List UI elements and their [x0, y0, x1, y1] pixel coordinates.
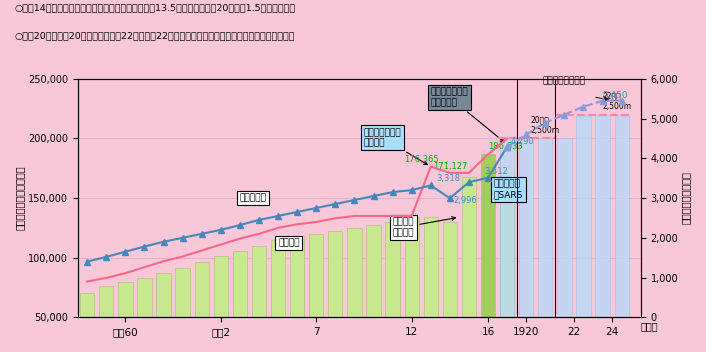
Bar — [576, 115, 591, 317]
Bar — [557, 138, 572, 317]
Bar — [424, 217, 438, 317]
Bar — [538, 138, 553, 317]
Bar — [309, 234, 323, 317]
Bar — [519, 138, 533, 317]
Y-axis label: 航空旅客数（万人）: 航空旅客数（万人） — [681, 172, 691, 225]
Text: 予測値（参考値）: 予測値（参考値） — [543, 77, 586, 86]
Text: ○平成14年の暑定平行滑走路供用開始で、発着枠は13.5万回から・・・20万回（1.5倍）に増加。: ○平成14年の暑定平行滑走路供用開始で、発着枠は13.5万回から・・・20万回（… — [14, 4, 295, 13]
Bar — [500, 172, 514, 317]
Text: 5,450: 5,450 — [603, 90, 628, 100]
Bar — [156, 273, 171, 317]
Text: 4,290: 4,290 — [511, 137, 534, 146]
Bar — [614, 115, 629, 317]
Bar — [99, 286, 114, 317]
Text: 米国同時
多発テロ: 米国同時 多発テロ — [393, 217, 455, 237]
Bar — [328, 232, 342, 317]
Text: 22万回
2,500m: 22万回 2,500m — [603, 92, 632, 111]
Bar — [347, 228, 361, 317]
Bar — [481, 155, 495, 317]
Bar — [405, 217, 419, 317]
Text: 発着回数: 発着回数 — [278, 239, 299, 248]
Bar — [118, 282, 133, 317]
Text: 176,365: 176,365 — [404, 155, 438, 164]
Bar — [137, 278, 152, 317]
Y-axis label: 発着枠・発着回数（回）: 発着枠・発着回数（回） — [15, 166, 25, 230]
Text: 発着枠の拡大は
地元と協議: 発着枠の拡大は 地元と協議 — [431, 88, 504, 142]
Text: ○平成20年頃には20万回／年、平成22年頃には22万回／年の容量限界に達することが予想される。: ○平成20年頃には20万回／年、平成22年頃には22万回／年の容量限界に達するこ… — [14, 32, 294, 41]
Text: （年）: （年） — [641, 321, 659, 331]
Text: イラク戦争
・SARS: イラク戦争 ・SARS — [493, 180, 523, 199]
Bar — [500, 138, 514, 317]
Bar — [462, 177, 476, 317]
Text: 航空旅客数: 航空旅客数 — [240, 194, 267, 202]
Text: 3,512: 3,512 — [484, 167, 508, 176]
Bar — [195, 263, 209, 317]
Text: 186,633: 186,633 — [488, 142, 522, 151]
Bar — [443, 222, 457, 317]
Bar — [271, 240, 285, 317]
Bar — [252, 246, 266, 317]
Bar — [366, 226, 381, 317]
Bar — [176, 268, 190, 317]
Bar — [233, 251, 247, 317]
Text: 3,318: 3,318 — [436, 174, 460, 183]
Text: 20万回
2,500m: 20万回 2,500m — [530, 115, 559, 135]
Text: 2,996: 2,996 — [454, 196, 477, 205]
Text: 171,127: 171,127 — [433, 162, 467, 171]
Bar — [80, 294, 95, 317]
Text: 暑定平行滑走路
供用開始: 暑定平行滑走路 供用開始 — [364, 128, 427, 165]
Bar — [385, 222, 400, 317]
Bar — [290, 236, 304, 317]
Bar — [214, 257, 228, 317]
Bar — [595, 115, 610, 317]
